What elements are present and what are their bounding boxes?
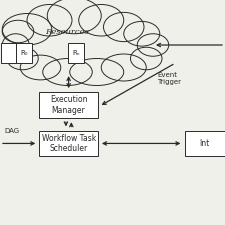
Text: Int: Int <box>200 139 210 148</box>
Ellipse shape <box>2 14 52 45</box>
Ellipse shape <box>7 47 38 70</box>
Ellipse shape <box>47 0 101 34</box>
Bar <box>68 43 84 63</box>
Ellipse shape <box>124 21 160 46</box>
Text: R₀: R₀ <box>20 50 28 56</box>
Bar <box>16 43 32 63</box>
Ellipse shape <box>104 12 144 42</box>
Ellipse shape <box>70 58 124 86</box>
Ellipse shape <box>43 58 92 86</box>
Text: Workflow Task
Scheduler: Workflow Task Scheduler <box>41 134 96 153</box>
Bar <box>39 92 98 118</box>
Ellipse shape <box>2 20 34 43</box>
Ellipse shape <box>27 4 72 36</box>
Text: Resources: Resources <box>45 27 90 36</box>
Bar <box>1 43 16 63</box>
Ellipse shape <box>2 34 29 56</box>
Ellipse shape <box>20 55 61 80</box>
Ellipse shape <box>79 4 124 36</box>
Bar <box>39 130 98 156</box>
Ellipse shape <box>130 47 162 70</box>
Text: DAG: DAG <box>4 128 20 134</box>
Text: Execution
Manager: Execution Manager <box>50 95 87 115</box>
Ellipse shape <box>101 54 146 81</box>
Text: Event
Trigger: Event Trigger <box>158 72 182 85</box>
Text: Rₙ: Rₙ <box>72 50 80 56</box>
Ellipse shape <box>137 34 169 56</box>
Bar <box>184 130 225 156</box>
